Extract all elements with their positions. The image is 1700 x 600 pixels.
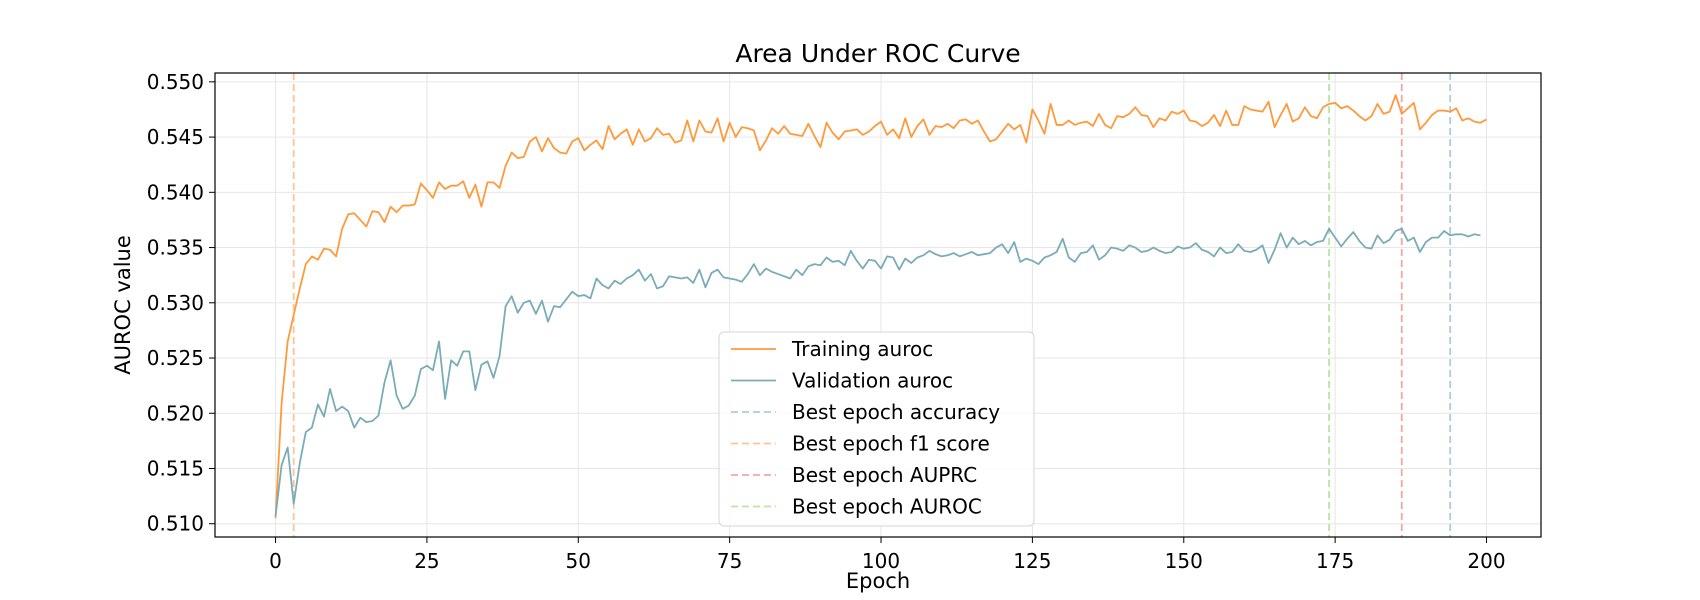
plot-frame [214, 72, 1542, 538]
x-tick-label: 100 [862, 549, 900, 573]
y-tick-label: 0.525 [147, 346, 204, 370]
chart-title: Area Under ROC Curve [735, 39, 1020, 68]
legend-label: Best epoch AUROC [792, 495, 982, 519]
y-tick-label: 0.550 [147, 70, 204, 94]
x-axis-ticks: 0 25 50 75 100 125 150 175 200 [269, 537, 1506, 573]
x-tick-label: 75 [717, 549, 742, 573]
x-tick-label: 200 [1467, 549, 1505, 573]
x-tick-label: 0 [269, 549, 282, 573]
legend-label: Best epoch accuracy [792, 400, 1000, 424]
y-tick-label: 0.545 [147, 125, 204, 149]
legend-label: Best epoch AUPRC [792, 463, 977, 487]
y-axis-label: AUROC value [111, 235, 135, 375]
x-tick-label: 50 [566, 549, 591, 573]
legend: Training auroc Validation auroc Best epoch… [718, 331, 1035, 527]
legend-label: Training auroc [791, 337, 933, 361]
y-tick-label: 0.530 [147, 291, 204, 315]
legend-label: Validation auroc [792, 369, 953, 393]
y-tick-label: 0.510 [147, 512, 204, 536]
legend-box [718, 331, 1035, 527]
y-tick-label: 0.535 [147, 236, 204, 260]
x-tick-label: 175 [1316, 549, 1354, 573]
y-tick-label: 0.515 [147, 457, 204, 481]
x-tick-label: 25 [414, 549, 439, 573]
x-tick-label: 125 [1013, 549, 1051, 573]
x-axis-label: Epoch [846, 569, 910, 593]
y-tick-label: 0.540 [147, 180, 204, 204]
best-epoch-lines [292, 73, 1452, 537]
series-lines [274, 94, 1487, 519]
legend-label: Best epoch f1 score [792, 432, 990, 456]
y-axis-ticks: 0.510 0.515 0.520 0.525 0.530 0.535 0.540 0.545… [147, 70, 215, 536]
x-tick-label: 150 [1165, 549, 1203, 573]
y-tick-label: 0.520 [147, 401, 204, 425]
training-auroc-line [274, 94, 1487, 519]
validation-auroc-line [274, 227, 1481, 517]
